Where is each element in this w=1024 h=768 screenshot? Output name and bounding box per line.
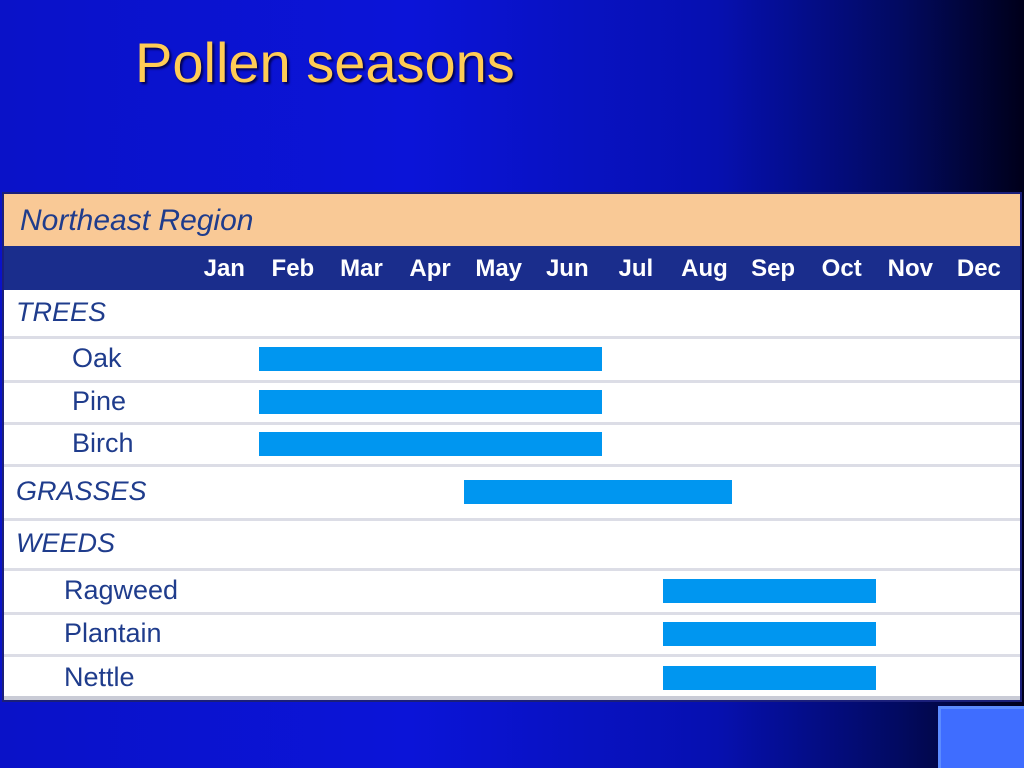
month-label-feb: Feb — [271, 255, 315, 282]
bottom-rule — [4, 696, 1020, 700]
decorative-square — [938, 706, 1024, 768]
row-label-nettle: Nettle — [64, 662, 135, 692]
month-label-dec: Dec — [956, 255, 1001, 282]
chart-title: Northeast Region — [20, 204, 254, 237]
slide-title: Pollen seasons — [135, 31, 515, 94]
row-divider — [4, 568, 1020, 571]
row-label-birch: Birch — [72, 428, 134, 458]
row-divider — [4, 464, 1020, 467]
season-bar-oak — [258, 347, 602, 371]
row-divider — [4, 336, 1020, 339]
month-label-aug: Aug — [681, 255, 728, 282]
row-label-weeds: WEEDS — [16, 528, 116, 558]
month-label-may: May — [475, 255, 523, 282]
row-divider — [4, 518, 1020, 521]
month-label-jul: Jul — [618, 255, 654, 282]
row-label-grasses: GRASSES — [16, 476, 147, 506]
month-label-sep: Sep — [751, 255, 796, 282]
season-bar-ragweed — [663, 579, 876, 603]
month-label-apr: Apr — [409, 255, 451, 282]
row-label-oak: Oak — [72, 343, 122, 373]
row-divider — [4, 422, 1020, 425]
season-bar-grasses — [464, 480, 732, 504]
month-label-oct: Oct — [821, 255, 862, 282]
row-divider — [4, 654, 1020, 657]
row-label-pine: Pine — [72, 386, 127, 416]
row-label-plantain: Plantain — [64, 618, 162, 648]
month-label-nov: Nov — [887, 255, 933, 282]
season-bar-plantain — [663, 622, 876, 646]
month-label-mar: Mar — [340, 255, 383, 282]
season-bar-birch — [258, 432, 602, 456]
row-divider — [4, 380, 1020, 383]
month-label-jan: Jan — [203, 255, 245, 282]
month-header: Jan Feb Mar Apr May Jun Jul Aug Sep Oct Nov Dec — [4, 246, 1020, 290]
row-divider — [4, 612, 1020, 615]
pollen-chart: Northeast Region Jan Feb Mar Apr May Jun Jul Au… — [2, 192, 1022, 702]
season-bar-nettle — [663, 666, 876, 690]
row-label-ragweed: Ragweed — [64, 575, 179, 605]
month-label-jun: Jun — [545, 255, 589, 282]
region-band: Northeast Region — [4, 194, 1020, 246]
row-label-trees: TREES — [16, 297, 107, 327]
season-bar-pine — [258, 390, 602, 414]
